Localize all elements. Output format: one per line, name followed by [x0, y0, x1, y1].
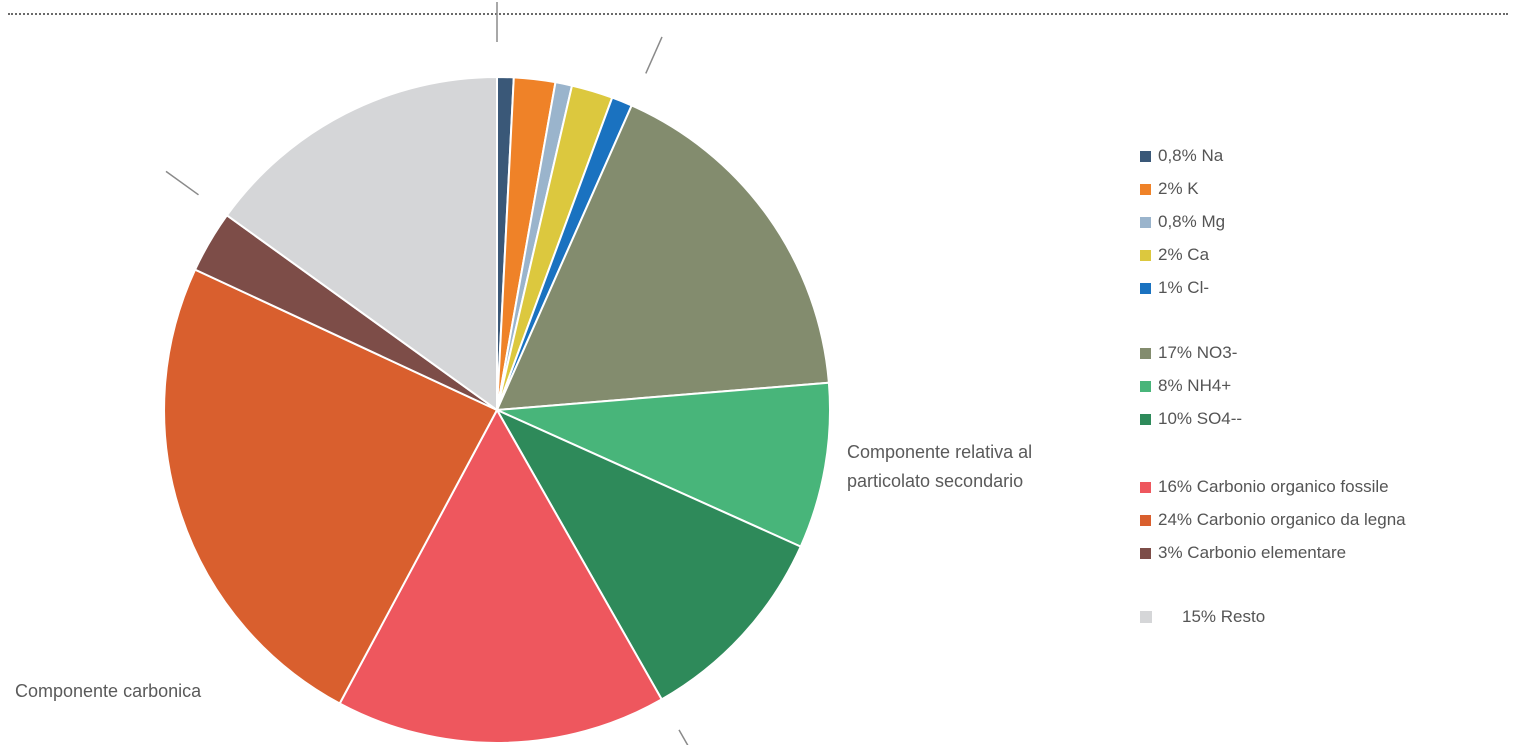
legend-swatch — [1140, 183, 1151, 195]
legend-swatch — [1140, 514, 1151, 526]
legend-swatch — [1140, 347, 1151, 359]
legend-item-so4: 10% SO4-- — [1140, 408, 1242, 430]
legend-label: 3% Carbonio elementare — [1158, 543, 1347, 562]
dotted-divider — [8, 13, 1508, 15]
pie-slice-carbonio-organico-fossile — [338, 407, 664, 744]
legend-label: 8% NH4+ — [1158, 376, 1232, 395]
legend-swatch — [1140, 481, 1151, 493]
legend-label: 24% Carbonio organico da legna — [1158, 510, 1406, 529]
pie-slice-no3 — [495, 104, 830, 412]
legend-item-mg: 0,8% Mg — [1140, 211, 1225, 233]
group-label-secondary-particulate: Componente relativa al particolato secon… — [847, 438, 1107, 496]
legend-item-ca: 2% Ca — [1140, 244, 1209, 266]
pie-slice-nh4 — [496, 381, 832, 548]
legend-item-carbonio-elementare: 3% Carbonio elementare — [1140, 542, 1346, 564]
legend-item-resto: 15% Resto — [1140, 606, 1265, 628]
group-label-secondary-line1: Componente relativa al — [847, 442, 1033, 462]
group-separator-line — [165, 170, 199, 196]
group-separator-line — [678, 729, 689, 745]
legend-swatch — [1140, 413, 1151, 425]
legend-label: 17% NO3- — [1158, 343, 1238, 362]
legend-swatch — [1140, 547, 1151, 559]
legend-item-cl: 1% Cl- — [1140, 277, 1209, 299]
pie-slice-carbonio-organico-da-legna — [163, 268, 499, 705]
group-label-secondary-line2: particolato secondario — [847, 471, 1024, 491]
legend-item-no3: 17% NO3- — [1140, 342, 1237, 364]
legend-label: 2% K — [1158, 179, 1199, 198]
legend-item-na: 0,8% Na — [1140, 145, 1223, 167]
legend-label: 16% Carbonio organico fossile — [1158, 477, 1389, 496]
legend-item-carbonio-organico-da-legna: 24% Carbonio organico da legna — [1140, 509, 1406, 531]
legend-label: 15% Resto — [1182, 607, 1266, 626]
pie-slice-resto — [225, 75, 498, 412]
legend-label: 0,8% Mg — [1158, 212, 1226, 231]
legend-item-carbonio-organico-fossile: 16% Carbonio organico fossile — [1140, 476, 1389, 498]
legend-item-nh4: 8% NH4+ — [1140, 375, 1231, 397]
legend-label: 2% Ca — [1158, 245, 1210, 264]
group-label-carbon: Componente carbonica — [15, 681, 202, 701]
legend-swatch — [1140, 282, 1151, 294]
legend-item-k: 2% K — [1140, 178, 1199, 200]
legend-swatch — [1140, 216, 1151, 228]
legend-label: 1% Cl- — [1158, 278, 1210, 297]
legend-swatch — [1140, 150, 1151, 162]
group-separator-line — [645, 36, 663, 74]
legend-swatch — [1140, 380, 1151, 392]
legend-swatch — [1140, 611, 1152, 623]
legend-label: 0,8% Na — [1158, 146, 1224, 165]
legend-label: 10% SO4-- — [1158, 409, 1243, 428]
pie-slice-so4 — [494, 407, 803, 701]
legend-swatch — [1140, 249, 1151, 261]
